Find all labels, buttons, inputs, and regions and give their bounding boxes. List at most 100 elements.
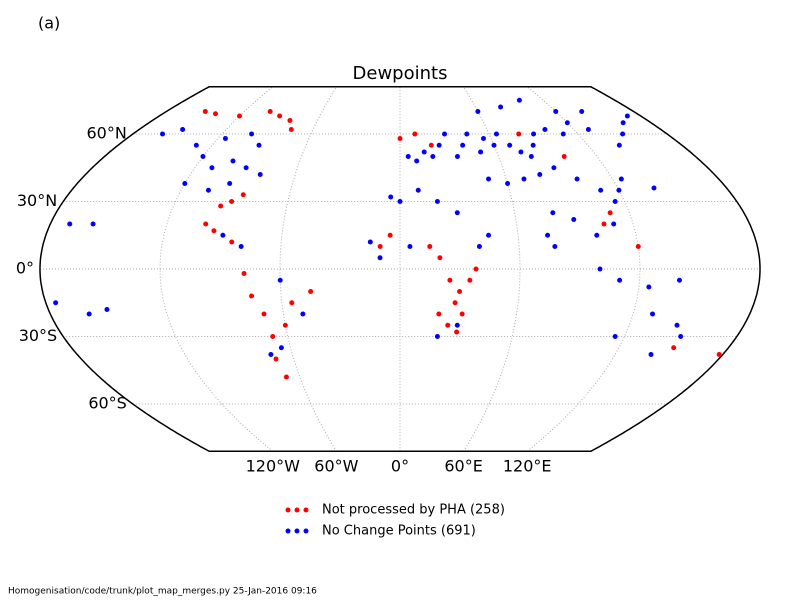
station-point — [620, 131, 626, 137]
station-point — [454, 329, 460, 335]
station-point — [430, 154, 436, 159]
station-point — [212, 111, 218, 117]
station-point — [256, 142, 262, 148]
station-point — [308, 289, 314, 294]
station-point — [579, 109, 585, 114]
station-point — [480, 136, 486, 141]
station-point — [674, 322, 680, 328]
station-point — [229, 239, 235, 245]
station-point — [437, 255, 443, 261]
station-point — [531, 131, 537, 137]
station-point — [616, 187, 622, 193]
station-point — [283, 374, 289, 380]
station-point — [227, 181, 233, 186]
station-point — [553, 109, 559, 114]
station-point — [229, 199, 235, 204]
station-point — [202, 109, 208, 114]
lon-label: 120°W — [246, 457, 301, 476]
station-point — [367, 239, 373, 245]
station-point — [240, 192, 246, 198]
station-point — [415, 187, 421, 193]
station-point — [457, 289, 463, 294]
station-point — [86, 311, 92, 317]
station-point — [205, 187, 211, 193]
map-outline — [39, 86, 761, 453]
station-point — [516, 131, 522, 137]
station-point — [405, 154, 411, 159]
station-point — [650, 311, 656, 317]
station-point — [241, 271, 247, 276]
station-point — [397, 136, 403, 141]
station-point — [249, 131, 255, 137]
station-point — [651, 185, 657, 191]
station-point — [104, 307, 110, 312]
station-point — [491, 142, 497, 148]
panel-label: (a) — [38, 14, 60, 33]
station-point — [407, 244, 413, 249]
station-point — [445, 322, 451, 328]
station-point — [505, 181, 511, 186]
station-point — [467, 277, 473, 283]
legend-marker — [285, 507, 291, 513]
station-point — [434, 334, 440, 339]
station-point — [611, 221, 617, 227]
station-point — [447, 277, 453, 283]
station-point — [182, 181, 188, 186]
legend-label: Not processed by PHA (258) — [322, 503, 505, 518]
station-point — [278, 345, 284, 351]
lon-label: 0° — [391, 457, 409, 476]
station-point — [550, 210, 556, 216]
station-point — [612, 199, 618, 204]
station-point — [676, 277, 682, 283]
station-point — [434, 199, 440, 204]
station-point — [53, 300, 59, 306]
station-point — [421, 149, 427, 155]
legend-marker — [285, 528, 291, 534]
legend-marker — [303, 507, 309, 513]
station-point — [618, 176, 624, 182]
station-point — [90, 221, 96, 227]
station-point — [594, 232, 600, 238]
station-point — [454, 210, 460, 216]
station-point — [564, 120, 570, 126]
station-point — [180, 127, 186, 132]
station-point — [459, 311, 465, 317]
station-point — [209, 165, 215, 171]
station-point — [387, 232, 393, 238]
station-point — [287, 118, 293, 123]
station-point — [498, 104, 504, 110]
station-point — [528, 154, 534, 159]
station-point — [537, 172, 543, 177]
station-point — [273, 356, 279, 362]
station-point — [397, 199, 403, 204]
station-point — [222, 136, 228, 141]
station-point — [454, 322, 460, 328]
station-point — [377, 255, 383, 261]
station-point — [612, 334, 618, 339]
lat-label: 0° — [16, 259, 34, 278]
station-point — [561, 154, 567, 159]
station-point — [597, 266, 603, 272]
meridian — [159, 86, 274, 452]
station-point — [516, 97, 522, 103]
station-point — [476, 244, 482, 249]
lon-label: 60°E — [444, 457, 482, 476]
legend-marker — [294, 528, 300, 534]
station-point — [601, 221, 607, 227]
station-point — [716, 352, 722, 357]
station-point — [230, 158, 236, 164]
station-point — [261, 311, 267, 317]
station-point — [160, 131, 166, 137]
station-point — [475, 109, 481, 114]
station-point — [236, 113, 242, 119]
station-point — [268, 352, 274, 357]
station-point — [67, 221, 73, 227]
station-point — [464, 131, 470, 137]
station-point — [678, 334, 684, 339]
lat-label: 30°S — [19, 326, 58, 345]
station-point — [607, 210, 613, 216]
lat-label: 60°S — [88, 394, 127, 413]
station-point — [277, 113, 283, 119]
station-point — [646, 284, 652, 290]
station-point — [545, 232, 551, 238]
